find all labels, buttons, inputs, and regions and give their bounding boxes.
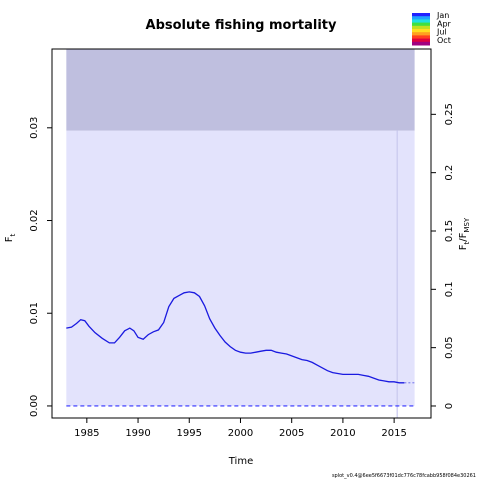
y2-tick-label: 0.1	[444, 281, 455, 297]
x-tick-label: 1990	[125, 428, 150, 439]
legend-label: Oct	[437, 36, 451, 45]
footnote: splot_v0.4@6ee5f6673f01dc776c78fcabb958f…	[332, 473, 476, 479]
legend-swatch	[412, 16, 430, 20]
y2-label-t: t	[463, 241, 471, 244]
legend-swatch	[412, 22, 430, 27]
legend-swatch	[412, 25, 430, 30]
x-tick-label: 2010	[330, 428, 355, 439]
chart-title: Absolute fishing mortality	[146, 18, 337, 33]
band-0	[66, 130, 415, 406]
series-line-0	[66, 291, 405, 384]
y2-tick-label: 0.25	[444, 103, 455, 125]
y2-tick-label: 0.05	[444, 337, 455, 359]
plot-frame	[51, 48, 432, 419]
y2-axis: 0 0.05 0.1 0.15 0.2 0.25	[431, 103, 455, 409]
y-tick-label: 0.01	[29, 302, 40, 324]
y-axis-label: Ft	[4, 233, 17, 242]
y2-tick-label: 0	[444, 403, 455, 409]
x-tick-label: 1985	[74, 428, 99, 439]
x-axis-label: Time	[228, 456, 253, 467]
y2-label-over: /F	[458, 232, 469, 241]
legend-swatch	[412, 35, 430, 40]
x-tick-label: 2015	[381, 428, 406, 439]
x-axis: 1985 1990 1995 2000 2005 2010 2015	[74, 418, 407, 439]
y2-tick-label: 0.15	[444, 220, 455, 242]
reference-bands	[66, 49, 415, 418]
y-axis: 0.00 0.01 0.02 0.03	[29, 117, 52, 417]
legend-swatch	[412, 19, 430, 24]
legend-label: Jul	[436, 28, 447, 37]
legend-swatch	[412, 38, 430, 43]
x-tick-label: 1995	[177, 428, 202, 439]
y-tick-label: 0.03	[29, 117, 40, 139]
legend-swatch	[412, 29, 430, 33]
svg-text:Ft: Ft	[4, 233, 17, 242]
legend-swatch	[412, 32, 430, 36]
y-label-sub: t	[9, 233, 17, 236]
y-tick-label: 0.00	[29, 395, 40, 417]
band-1	[66, 49, 415, 131]
y2-label-msy: MSY	[463, 217, 471, 232]
x-tick-label: 2005	[279, 428, 304, 439]
x-tick-label: 2000	[228, 428, 253, 439]
y2-label-f: F	[458, 244, 469, 250]
legend-swatch	[412, 13, 430, 17]
svg-text:Ft/FMSY: Ft/FMSY	[458, 217, 471, 250]
y2-tick-label: 0.2	[444, 165, 455, 181]
y2-axis-label: Ft/FMSY	[458, 217, 471, 250]
y-tick-label: 0.02	[29, 209, 40, 231]
legend-label: Jan	[436, 11, 449, 20]
series-lines	[66, 291, 415, 384]
legend-label: Apr	[437, 19, 452, 28]
legend-swatch	[412, 41, 430, 46]
y-label-main: F	[4, 236, 15, 242]
